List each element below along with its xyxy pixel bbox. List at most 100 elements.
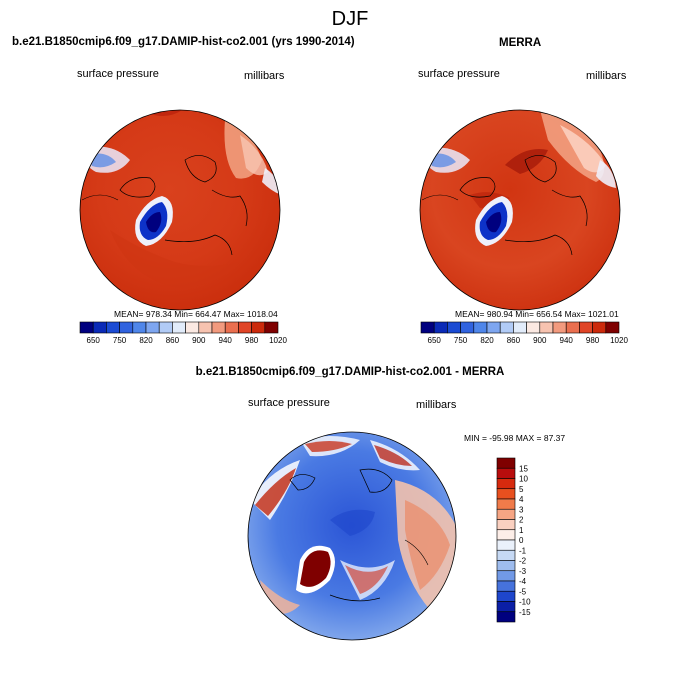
panel1-colorbar-swatch (132, 321, 147, 334)
panel1-colorbar-swatch (251, 321, 266, 334)
panel3-colorbar-tick-label: 1 (519, 526, 524, 535)
panel3-colorbar-swatch (496, 570, 516, 582)
panel3-colorbar-swatch (496, 580, 516, 592)
panel2-colorbar-swatch (552, 321, 567, 334)
panel3-colorbar-tick-label: -1 (519, 546, 527, 555)
panel1-colorbar-swatch (198, 321, 213, 334)
panel3-colorbar-swatch (496, 478, 516, 490)
panel3-colorbar-tick-label: 0 (519, 536, 524, 545)
panel2-map-border (419, 109, 621, 311)
panel2-colorbar-swatch (433, 321, 448, 334)
panel2-colorbar-swatch (539, 321, 554, 334)
panel3-map-border (247, 431, 457, 641)
panel3-colorbar-swatch (496, 508, 516, 520)
panel2-colorbar-tick-label: 750 (454, 336, 468, 345)
panel2-colorbar-tick-label: 820 (480, 336, 494, 345)
panel2-colorbar-swatch (592, 321, 607, 334)
panel3-map (248, 432, 456, 640)
panel2-right-label: millibars (586, 70, 627, 82)
panel2-colorbar-tick-label: 1020 (610, 336, 628, 345)
panel1-colorbar-tick-label: 900 (192, 336, 206, 345)
panel1-map (80, 110, 280, 310)
panel3-colorbar-swatch (496, 519, 516, 531)
panel1-colorbar-tick-label: 940 (219, 336, 233, 345)
panel2-colorbar-swatch (499, 321, 514, 334)
panel3-colorbar-swatch (496, 539, 516, 551)
panel1-colorbar-swatch (238, 321, 252, 334)
panel1-colorbar-swatch (119, 321, 134, 334)
panel3-colorbar-tick-label: -10 (519, 598, 531, 607)
panel3-colorbar-tick-label: -5 (519, 587, 527, 596)
panel1-right-label: millibars (244, 70, 285, 82)
panel1-colorbar-swatch (264, 321, 279, 334)
panel1-colorbar-tick-label: 980 (245, 336, 259, 345)
panel1-stats: MEAN= 978.34 Min= 664.47 Max= 1018.04 (114, 309, 278, 319)
panel1-title: b.e21.B1850cmip6.f09_g17.DAMIP-hist-co2.… (12, 36, 355, 48)
panel1-colorbar-swatch (106, 321, 120, 334)
panel3-colorbar-swatch (496, 611, 516, 623)
panel1-colorbar-swatch (172, 321, 186, 334)
panel2-colorbar-swatch (565, 321, 580, 334)
panel3-colorbar-swatch (496, 560, 516, 572)
panel1-colorbar-tick-label: 860 (166, 336, 180, 345)
panel3-colorbar-tick-label: 5 (519, 485, 524, 494)
panel2-colorbar-swatch (486, 321, 501, 334)
panel2-colorbar-swatch (460, 321, 475, 334)
panel3-colorbar-swatch (496, 601, 516, 613)
panel2-colorbar-swatch (526, 321, 541, 334)
panel3-colorbar-tick-label: -2 (519, 557, 527, 566)
panel2-colorbar-swatch (579, 321, 593, 334)
panel2-colorbar-swatch (513, 321, 527, 334)
panel3-colorbar-tick-label: 15 (519, 464, 528, 473)
panel2-colorbar-swatch (420, 321, 435, 334)
panel1-colorbar-tick-label: 820 (139, 336, 153, 345)
panel2-colorbar-swatch (605, 321, 620, 334)
panel3-colorbar-swatch (496, 590, 516, 602)
panel3-colorbar-swatch (496, 488, 516, 500)
panel1-colorbar-tick-label: 650 (87, 336, 101, 345)
panel3-right-label: millibars (416, 399, 457, 411)
panel1-colorbar: 650 750 820 860 900 940 980 1020 (79, 321, 287, 345)
panel3-colorbar-swatch (496, 467, 516, 479)
panel2-colorbar-swatch (473, 321, 488, 334)
panel1-colorbar-tick-label: 750 (113, 336, 127, 345)
panel3-colorbar-tick-label: 2 (519, 516, 524, 525)
panel2-colorbar-tick-label: 940 (560, 336, 574, 345)
panel3-colorbar-tick-label: -15 (519, 608, 531, 617)
panel2-colorbar-tick-label: 980 (586, 336, 600, 345)
panel1-colorbar-swatch (211, 321, 226, 334)
panel3-colorbar-tick-label: 3 (519, 505, 524, 514)
panel1-colorbar-swatch (92, 321, 107, 334)
panel1-colorbar-swatch (79, 321, 94, 334)
panel2-colorbar-swatch (447, 321, 461, 334)
panel3-colorbar-tick-label: -4 (519, 577, 527, 586)
panel2-map (420, 110, 620, 310)
panel1-left-label: surface pressure (77, 68, 159, 80)
panel1-colorbar-swatch (185, 321, 200, 334)
panel1-colorbar-tick-label: 1020 (269, 336, 287, 345)
panel2-left-label: surface pressure (418, 68, 500, 80)
panel1-colorbar-swatch (224, 321, 239, 334)
panel1-colorbar-swatch (158, 321, 173, 334)
panel3-left-label: surface pressure (248, 397, 330, 409)
panel3-colorbar-tick-label: 10 (519, 475, 528, 484)
panel3-colorbar-swatch (496, 529, 516, 541)
panel3-colorbar-swatch (496, 457, 516, 469)
panel2-colorbar-tick-label: 900 (533, 336, 547, 345)
panel1-colorbar-swatch (145, 321, 160, 334)
panel2-colorbar-tick-label: 860 (507, 336, 521, 345)
panel1-map-border (79, 109, 281, 311)
panel2-stats: MEAN= 980.94 Min= 656.54 Max= 1021.01 (455, 309, 619, 319)
panel3-title: b.e21.B1850cmip6.f09_g17.DAMIP-hist-co2.… (195, 366, 505, 378)
panel2-colorbar: 650 750 820 860 900 940 980 1020 (420, 321, 628, 345)
panel3-colorbar-tick-label: 4 (519, 495, 524, 504)
page-title: DJF (331, 8, 369, 30)
panel3-colorbar-tick-label: -3 (519, 567, 527, 576)
panel3-stats: MIN = -95.98 MAX = 87.37 (464, 433, 566, 443)
panel2-title: MERRA (499, 37, 542, 49)
panel2-colorbar-tick-label: 650 (428, 336, 442, 345)
panel3-colorbar-swatch (496, 498, 516, 510)
panel3-colorbar-swatch (496, 549, 516, 561)
